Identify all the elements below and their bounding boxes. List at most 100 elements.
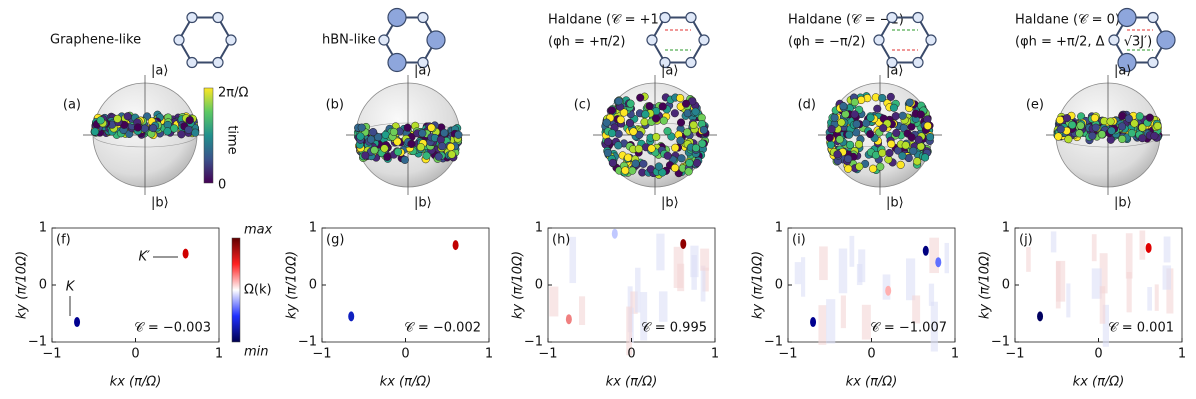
trajectory-point [1097,130,1106,139]
colorbar-label: 2π/Ω [218,86,248,101]
state-label: |b⟩ [886,196,904,211]
trajectory-point [636,93,645,102]
y-tick-label: 1 [1002,221,1010,236]
trajectory-point [670,109,679,118]
panel-label: (a) [63,98,81,113]
x-tick-label: 1 [711,347,719,362]
trajectory-point [913,157,922,166]
chern-number: 𝒞 = 0.001 [1108,321,1174,336]
lattice-site [1147,56,1159,69]
background-streak [794,262,802,285]
trajectory-point [833,150,842,159]
trajectory-point [1106,117,1115,126]
background-streak [905,258,916,301]
chern-number: 𝒞 = 0.995 [641,321,707,336]
background-streak [928,283,935,306]
trajectory-point [639,159,648,168]
berry-map [321,227,490,343]
panel-title: (φh = +π/2, Δ > √3J′) [1015,35,1152,50]
background-streak [1147,287,1153,311]
trajectory-point [658,102,667,111]
curvature-peak [810,317,817,328]
chern-number: 𝒞 = −0.002 [404,321,481,336]
panel-title: (φh = −π/2) [788,35,866,50]
trajectory-point [1118,134,1127,144]
trajectory-point [691,143,701,153]
x-tick-label: 0 [867,347,875,362]
lattice-site [659,11,671,24]
lattice-site [417,11,429,24]
trajectory-point [607,106,617,115]
lattice-site [186,56,198,69]
chern-number: 𝒞 = −0.003 [134,321,211,336]
trajectory-point [907,133,916,142]
background-streak [640,292,648,341]
trajectory-point [614,97,623,106]
trajectory-point [683,128,692,137]
trajectory-point [830,113,839,122]
trajectory-point [681,99,691,108]
y-tick-label: 1 [39,221,47,236]
trajectory-point [641,110,650,119]
trajectory-point [835,135,844,144]
background-streak [1091,268,1102,299]
trajectory-point [916,142,925,151]
background-streak [635,267,641,313]
trajectory-point [629,127,638,136]
panel-title: Haldane (𝒞 = −1) [788,13,904,28]
trajectory-point [1153,121,1162,131]
background-streak [1125,233,1133,279]
panel-title: Haldane (𝒞 = +1) [548,13,664,28]
curvature-peak [680,238,687,249]
x-axis-label: kx (π/Ω) [110,375,162,390]
panel-label: (h) [552,233,570,248]
y-tick-label: 1 [309,221,317,236]
background-streak [1099,253,1108,294]
panel-label: (j) [1019,233,1033,248]
panel-label: (c) [574,98,591,113]
y-tick-label: −1 [524,335,543,350]
trajectory-point [1107,126,1116,135]
trajectory-point [670,163,680,172]
colorbar-label: 0 [218,178,226,193]
lattice-site [925,34,937,46]
trajectory-point [383,152,392,161]
y-tick-label: −1 [28,335,47,350]
state-label: |a⟩ [1114,64,1131,79]
lattice-site [685,11,697,24]
background-streak [826,299,836,344]
background-streak [944,242,949,274]
background-streak [656,233,665,271]
curvature-peak [935,257,942,268]
lattice-site [417,56,429,69]
chern-number: 𝒞 = −1.007 [870,321,947,336]
x-tick-label: 0 [131,347,139,362]
trajectory-point [393,147,403,156]
lattice-site [1117,7,1137,28]
trajectory-point [839,102,848,111]
background-streak [658,291,668,322]
trajectory-point [416,143,425,152]
lattice-site [387,7,407,28]
background-streak [702,267,709,292]
lattice-site [912,11,924,24]
trajectory-point [837,118,846,127]
background-streak [1166,268,1174,314]
trajectory-point [676,118,686,127]
trajectory-point [123,112,132,121]
trajectory-point [843,154,853,163]
panel-title: (φh = +π/2) [548,35,626,50]
curvature-peak [182,248,189,259]
panel-label: (g) [326,233,344,248]
lattice-site [886,11,898,24]
background-streak [1102,304,1109,347]
background-streak [912,295,921,324]
trajectory-point [684,167,693,176]
trajectory-point [854,140,864,149]
annotation: K′ [139,250,151,265]
trajectory-point [826,140,835,149]
trajectory-point [631,159,640,168]
lattice-icon [177,16,233,64]
lattice-site [426,30,446,50]
background-streak [801,257,806,297]
